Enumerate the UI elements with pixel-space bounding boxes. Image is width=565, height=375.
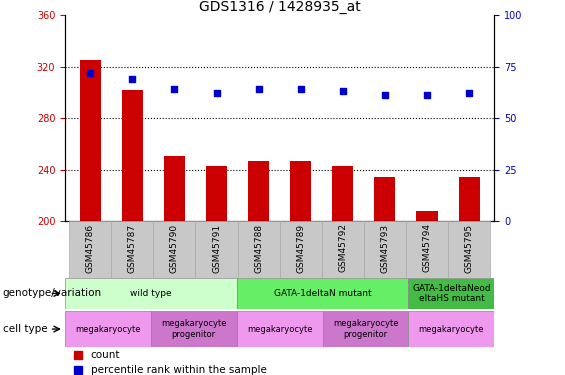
Bar [408,278,494,309]
Text: GSM45787: GSM45787 [128,224,137,273]
Bar [164,156,185,221]
Bar [122,90,143,221]
Bar [408,311,494,347]
Text: GSM45788: GSM45788 [254,224,263,273]
Point [423,93,432,99]
Bar [332,166,353,221]
Text: GSM45795: GSM45795 [464,224,473,273]
Bar [364,221,406,278]
Text: megakaryocyte: megakaryocyte [419,324,484,334]
Bar [237,311,323,347]
Bar [248,160,269,221]
Text: genotype/variation: genotype/variation [3,288,102,298]
Bar [280,221,322,278]
Bar [416,211,437,221]
Bar [322,221,364,278]
Text: megakaryocyte
progenitor: megakaryocyte progenitor [161,320,227,339]
Text: count: count [91,350,120,360]
Bar [237,221,280,278]
Bar [151,311,237,347]
Bar [375,177,396,221]
Text: GSM45793: GSM45793 [380,224,389,273]
Text: GSM45786: GSM45786 [86,224,95,273]
Point [296,86,305,92]
Point [128,76,137,82]
Text: cell type: cell type [3,324,47,334]
Bar [459,177,480,221]
Point [86,70,95,76]
Text: percentile rank within the sample: percentile rank within the sample [91,365,267,375]
Text: wild type: wild type [130,289,172,298]
Text: GSM45792: GSM45792 [338,224,347,273]
Bar [65,278,237,309]
Bar [290,160,311,221]
Point [380,93,389,99]
Point [170,86,179,92]
Text: GSM45794: GSM45794 [423,224,432,273]
Point [338,88,347,94]
Bar [195,221,237,278]
Text: GSM45789: GSM45789 [296,224,305,273]
Bar [206,166,227,221]
Point [212,90,221,96]
Text: megakaryocyte: megakaryocyte [75,324,141,334]
Title: GDS1316 / 1428935_at: GDS1316 / 1428935_at [199,0,360,14]
Bar [237,278,408,309]
Text: GSM45791: GSM45791 [212,224,221,273]
Point [254,86,263,92]
Text: megakaryocyte: megakaryocyte [247,324,312,334]
Bar [448,221,490,278]
Text: GATA-1deltaNeod
eltaHS mutant: GATA-1deltaNeod eltaHS mutant [412,284,491,303]
Bar [406,221,448,278]
Text: GSM45790: GSM45790 [170,224,179,273]
Text: GATA-1deltaN mutant: GATA-1deltaN mutant [274,289,371,298]
Bar [153,221,195,278]
Bar [323,311,408,347]
Text: megakaryocyte
progenitor: megakaryocyte progenitor [333,320,398,339]
Bar [80,60,101,221]
Bar [65,311,151,347]
Bar [69,221,111,278]
Point [464,90,473,96]
Bar [111,221,153,278]
